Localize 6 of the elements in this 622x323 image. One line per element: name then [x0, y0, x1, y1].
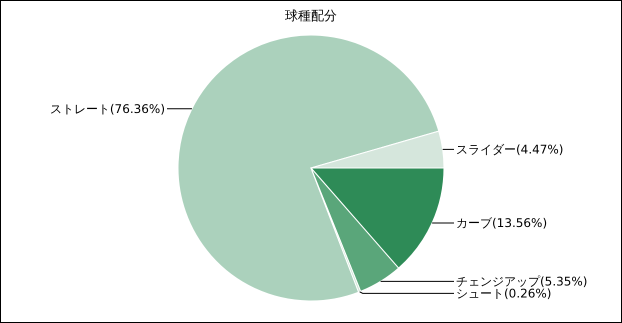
chart-title: 球種配分: [285, 9, 337, 24]
slice-label: シュート(0.26%): [456, 286, 552, 301]
slice-label: カーブ(13.56%): [456, 216, 548, 230]
slice-label: ストレート(76.36%): [50, 102, 165, 116]
slice-label: スライダー(4.47%): [456, 142, 564, 157]
slice-label: チェンジアップ(5.35%): [456, 274, 588, 289]
